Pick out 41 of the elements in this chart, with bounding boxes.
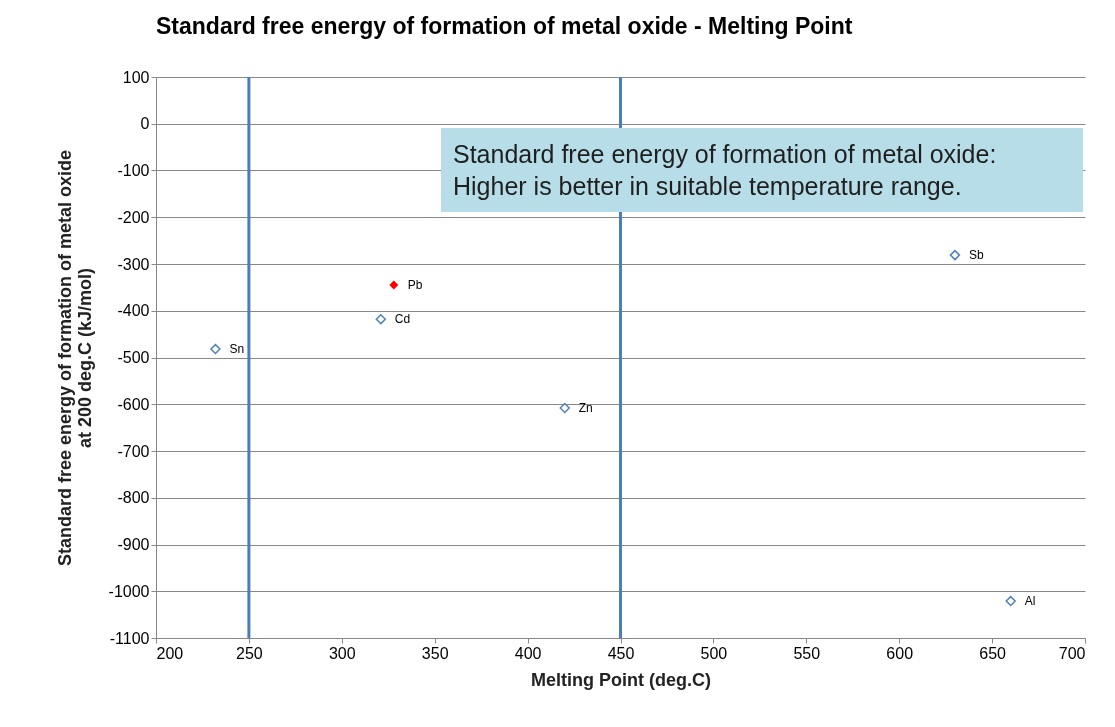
x-tick-label: 450 [607, 644, 635, 662]
point [949, 249, 961, 261]
point [210, 343, 221, 355]
y-tick-label: -1100 [109, 629, 150, 647]
x-tick-label: 600 [886, 644, 914, 662]
data-label: Sn [229, 342, 245, 357]
y-tick-label: 0 [140, 115, 150, 133]
y-tick-label: -600 [117, 395, 150, 413]
chart-title: Standard free energy of formation of metal oxide - Melting Point [156, 13, 853, 39]
x-tick-label: 650 [979, 644, 1007, 662]
x-axis-title: Melting Point (deg.C) [531, 669, 711, 690]
data-label: Cd [394, 312, 411, 327]
y-tick-label: -200 [117, 208, 150, 226]
x-tick-label: 550 [793, 644, 821, 662]
data-label: Sb [968, 248, 984, 263]
y-tick-label: -100 [117, 162, 150, 179]
x-tick-label: 200 [156, 644, 184, 662]
point [375, 313, 387, 325]
x-tick-label: 250 [236, 644, 263, 662]
point [1005, 595, 1016, 607]
y-tick-label: -900 [117, 536, 150, 553]
y-tick-label: -500 [117, 349, 150, 366]
y-tick-label: -300 [117, 255, 150, 273]
data-label: Zn [578, 400, 593, 415]
point [389, 280, 399, 290]
y-tick-label: -1000 [108, 582, 150, 600]
annotation: Standard free energy of formation of metal oxide: [453, 139, 998, 170]
point [559, 402, 570, 414]
data-label: Pb [407, 278, 423, 293]
y-tick-label: -400 [117, 302, 150, 320]
x-tick-label: 350 [421, 644, 449, 662]
x-tick-label: 400 [514, 644, 542, 662]
x-tick-label: 500 [700, 644, 728, 662]
x-tick-label: 300 [328, 644, 356, 662]
y-tick-label: -700 [117, 442, 150, 460]
y-tick-label: 100 [122, 68, 150, 86]
data-label: Al [1024, 594, 1036, 609]
annotation: Higher is better in suitable temperature range. [453, 171, 963, 202]
x-tick-label: 700 [1058, 644, 1086, 662]
y-axis-title: Standard free energy of formation of metal oxide at 200 deg.C (kJ/mol) [54, 149, 95, 567]
y-tick-label: -800 [117, 489, 150, 507]
